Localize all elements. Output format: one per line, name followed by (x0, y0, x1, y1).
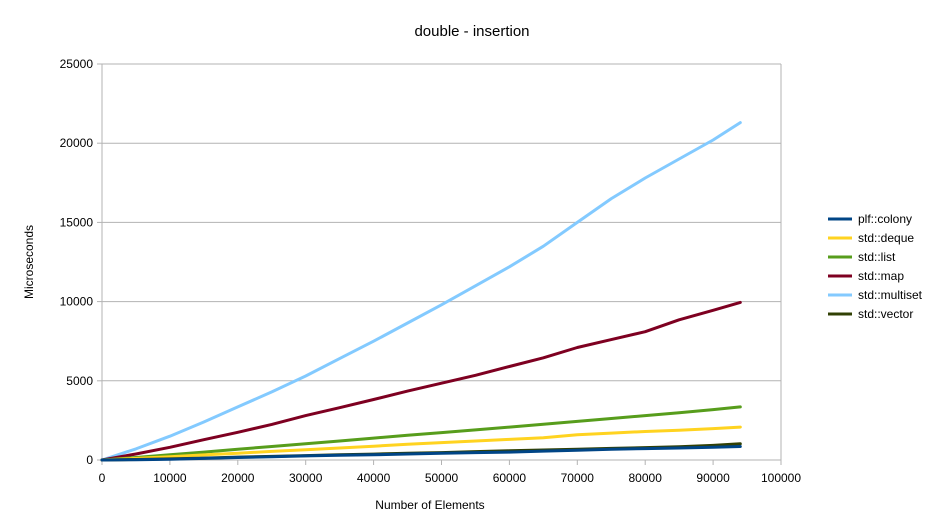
legend-item: plf::colony (828, 212, 912, 226)
x-tick-label: 60000 (493, 471, 527, 485)
y-tick-label: 10000 (60, 295, 94, 309)
legend-label: std::list (858, 250, 896, 264)
plot-area (100, 121, 742, 462)
series-line-std-list (100, 405, 742, 462)
chart-title: double - insertion (414, 23, 529, 40)
legend-item: std::vector (828, 307, 913, 321)
series-line-std-map (100, 300, 742, 462)
x-axis-label: Number of Elements (375, 498, 484, 512)
legend-label: std::map (858, 269, 904, 283)
legend-item: std::list (828, 250, 896, 264)
legend: plf::colonystd::dequestd::liststd::mapst… (828, 212, 923, 321)
x-tick-labels: 0 10000 20000 30000 40000 50000 60000 70000 8000… (99, 471, 802, 485)
x-tick-label: 80000 (629, 471, 663, 485)
legend-label: std::vector (858, 307, 913, 321)
x-tick-label: 10000 (153, 471, 187, 485)
x-tick-label: 40000 (357, 471, 391, 485)
legend-label: std::multiset (858, 288, 923, 302)
x-tick-label: 70000 (561, 471, 595, 485)
y-tick-label: 15000 (60, 215, 94, 229)
y-tick-labels: 0 5000 10000 15000 20000 25000 (60, 57, 94, 467)
x-tick-label: 90000 (696, 471, 730, 485)
x-tick-label: 100000 (761, 471, 801, 485)
x-tick-label: 50000 (425, 471, 459, 485)
legend-item: std::deque (828, 231, 914, 245)
y-tick-label: 5000 (66, 374, 93, 388)
y-tick-label: 25000 (60, 57, 94, 71)
series-line-std-deque (100, 425, 742, 462)
legend-item: std::map (828, 269, 904, 283)
x-tick-label: 30000 (289, 471, 323, 485)
series-line-plf-colony (100, 445, 742, 462)
legend-label: std::deque (858, 231, 914, 245)
y-tick-label: 0 (86, 453, 93, 467)
gridlines (97, 63, 782, 465)
x-tick-label: 20000 (221, 471, 255, 485)
y-tick-label: 20000 (60, 136, 94, 150)
legend-item: std::multiset (828, 288, 923, 302)
y-axis-label: Microseconds (22, 225, 36, 299)
x-tick-label: 0 (99, 471, 106, 485)
series-line-std-multiset (100, 121, 742, 462)
legend-label: plf::colony (858, 212, 912, 226)
